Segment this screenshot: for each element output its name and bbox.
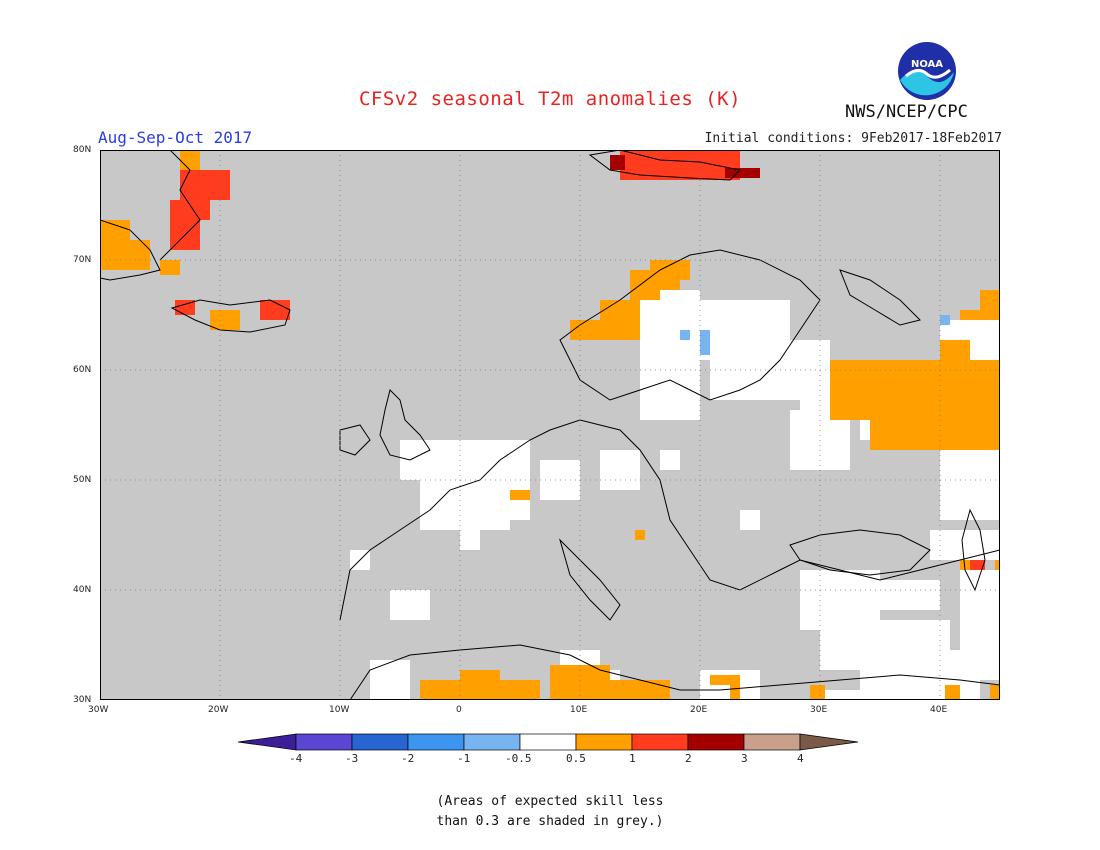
season-label: Aug-Sep-Oct 2017	[98, 128, 253, 147]
lon-label: 10W	[329, 705, 350, 715]
colorbar-tick: -0.5	[505, 752, 532, 765]
colorbar-swatch	[743, 733, 801, 751]
lon-label: 10E	[570, 705, 588, 715]
colorbar-tick: 0.5	[566, 752, 586, 765]
lat-label: 40N	[73, 585, 92, 595]
skill-footnote-line1: (Areas of expected skill less	[436, 794, 664, 809]
lon-label: 30W	[88, 705, 109, 715]
skill-footnote-line2: than 0.3 are shaded in grey.)	[436, 814, 664, 829]
agency-label: NWS/NCEP/CPC	[845, 102, 968, 122]
lon-label: 40E	[930, 705, 948, 715]
colorbar-swatch	[407, 733, 465, 751]
colorbar	[238, 733, 859, 751]
colorbar-tick: 1	[629, 752, 636, 765]
chart-title: CFSv2 seasonal T2m anomalies (K)	[358, 88, 742, 110]
colorbar-tick: 2	[685, 752, 692, 765]
colorbar-arrow-right	[799, 733, 859, 751]
lon-label: 20E	[690, 705, 708, 715]
noaa-logo-text: NOAA	[911, 59, 943, 70]
colorbar-swatch	[631, 733, 689, 751]
colorbar-tick: 3	[741, 752, 748, 765]
colorbar-swatch	[463, 733, 521, 751]
coastlines	[100, 150, 1000, 700]
lon-label: 30E	[810, 705, 828, 715]
lat-label: 60N	[73, 365, 92, 375]
colorbar-swatch	[575, 733, 633, 751]
anomaly-map	[100, 150, 1000, 700]
lat-label: 70N	[73, 255, 92, 265]
colorbar-tick: 4	[797, 752, 804, 765]
colorbar-swatch	[295, 733, 353, 751]
colorbar-swatch	[687, 733, 745, 751]
lat-label: 50N	[73, 475, 92, 485]
lat-label: 80N	[73, 145, 92, 155]
colorbar-tick: -3	[345, 752, 359, 765]
colorbar-swatch	[519, 733, 577, 751]
colorbar-tick: -4	[289, 752, 303, 765]
noaa-logo: NOAA	[896, 40, 958, 106]
cool-anomaly	[680, 315, 950, 355]
colorbar-tick: -1	[457, 752, 471, 765]
map-frame	[100, 150, 1000, 700]
skill-footnote: (Areas of expected skill less than 0.3 a…	[0, 792, 1100, 832]
colorbar-swatch	[351, 733, 409, 751]
lon-label: 0	[456, 705, 462, 715]
lat-label: 30N	[73, 695, 92, 705]
colorbar-tick: -2	[401, 752, 415, 765]
colorbar-arrow-left	[238, 733, 297, 751]
graticule	[100, 150, 1000, 700]
lon-label: 20W	[208, 705, 229, 715]
initial-conditions-label: Initial conditions: 9Feb2017-18Feb2017	[704, 131, 1002, 146]
warm-anomaly-2-3	[610, 155, 760, 178]
